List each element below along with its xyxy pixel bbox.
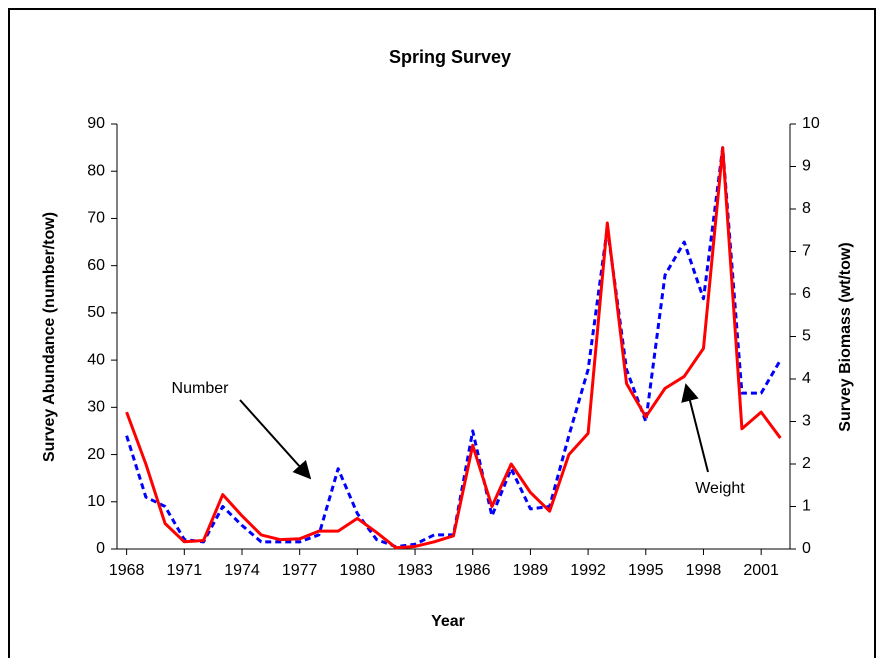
x-tick-label: 1977: [282, 562, 318, 579]
x-tick-label: 1974: [224, 562, 260, 579]
y2-tick-label: 0: [802, 540, 811, 557]
x-tick-label: 2001: [743, 562, 779, 579]
y-tick-label: 30: [87, 399, 105, 416]
x-tick-label: 1968: [109, 562, 145, 579]
line-series: [125, 146, 782, 550]
x-tick-label: 1983: [397, 562, 433, 579]
annotation-arrow: [239, 399, 312, 480]
annotation-arrow: [681, 383, 709, 473]
y2-tick-label: 8: [802, 200, 811, 217]
y2-axis-label: Survey Biomass (wt/tow): [837, 242, 854, 431]
x-tick-label: 1998: [686, 562, 722, 579]
y-axis-label: Survey Abundance (number/tow): [41, 212, 58, 462]
y2-tick-label: 2: [802, 455, 811, 472]
y-tick-label: 40: [87, 351, 105, 368]
frame: [8, 8, 876, 663]
x-axis-label: Year: [431, 613, 465, 630]
y-tick-label: 80: [87, 162, 105, 179]
y-tick-label: 20: [87, 446, 105, 463]
y2-tick-label: 9: [802, 158, 811, 175]
chart-title: Spring Survey: [389, 47, 511, 67]
y2-tick-label: 5: [802, 328, 811, 345]
y2-tick-label: 3: [802, 413, 811, 430]
annotation: Number: [172, 380, 230, 397]
y2-tick-label: 6: [802, 285, 811, 302]
y-tick-label: 0: [96, 540, 105, 557]
y-tick-label: 60: [87, 257, 105, 274]
y2-tick-label: 4: [802, 370, 811, 387]
y-tick-label: 70: [87, 210, 105, 227]
y-tick-label: 90: [87, 115, 105, 132]
y-tick-label: 10: [87, 493, 105, 510]
y2-tick-label: 1: [802, 498, 811, 515]
annotation: Weight: [695, 480, 745, 497]
y-tick-label: 50: [87, 304, 105, 321]
x-tick-label: 1989: [513, 562, 549, 579]
x-tick-label: 1992: [570, 562, 606, 579]
y2-tick-label: 10: [802, 115, 820, 132]
x-tick-label: 1971: [167, 562, 203, 579]
y2-tick-label: 7: [802, 243, 811, 260]
x-tick-label: 1980: [340, 562, 376, 579]
x-tick-label: 1986: [455, 562, 491, 579]
x-tick-label: 1995: [628, 562, 664, 579]
